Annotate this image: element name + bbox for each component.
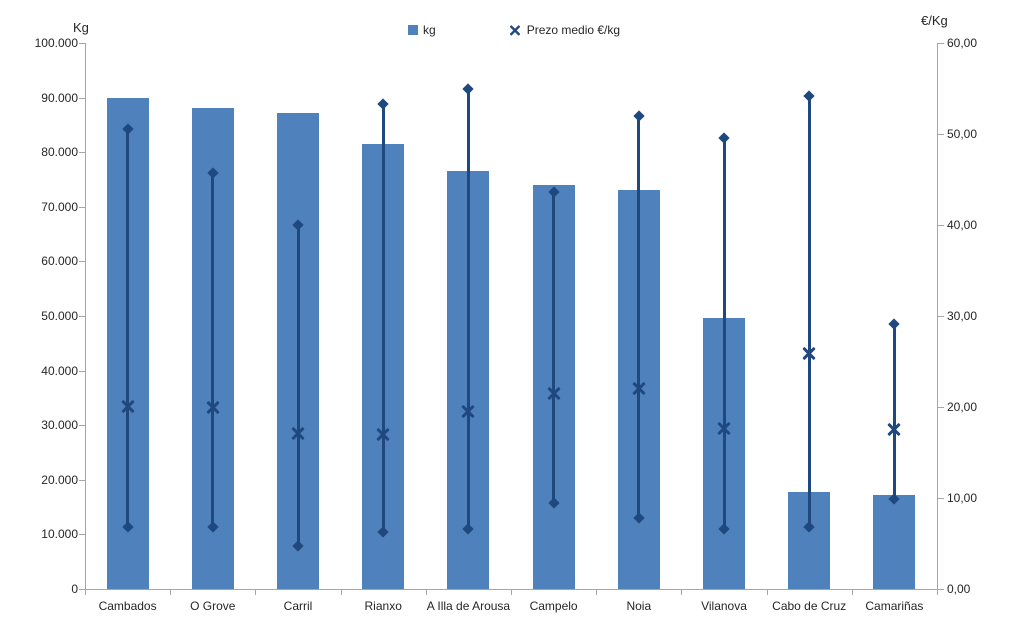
right-axis-tick-label: 10,00 [947,491,978,505]
right-axis-tick-label: 30,00 [947,309,978,323]
right-axis-title: €/Kg [921,13,948,28]
bar [873,495,916,589]
hilo-line [552,192,556,503]
hilo-line [211,173,215,528]
left-axis-tickmark [79,479,85,481]
left-axis-tick-label: 80.000 [41,145,78,160]
hilo-line [296,225,300,547]
right-axis-line [937,43,938,589]
category-label: Vilanova [701,599,747,613]
left-axis-tick-label: 50.000 [41,309,78,323]
right-axis-tickmark [938,43,944,44]
left-axis-tick-label: 60.000 [41,254,78,269]
left-axis-tickmark [79,316,85,317]
category-label: O Grove [190,599,236,613]
left-axis-tick-label: 70.000 [41,199,78,214]
left-axis-tickmark [79,97,85,99]
high-marker-icon [718,131,730,144]
left-axis-tick-label: 20.000 [41,472,78,487]
left-axis-tickmark [79,370,85,372]
x-marker-icon [887,423,901,437]
left-axis-tickmark [79,589,85,590]
left-axis-tick-label: 90.000 [41,90,78,105]
x-axis-tickmark [511,590,512,595]
x-axis-tickmark [766,590,768,595]
high-marker-icon [888,318,901,330]
high-marker-icon [377,98,389,110]
x-marker-icon [632,382,646,396]
category-label: Cambados [98,599,157,613]
hilo-line [637,115,641,519]
left-axis-tickmark [79,534,85,536]
category-label: A Illa de Arousa [426,599,511,613]
legend-label-kg: kg [423,23,436,37]
left-axis-tickmark [79,261,85,263]
right-axis-tickmark [938,589,944,590]
category-label: Rianxo [364,599,402,613]
high-marker-icon [462,83,475,96]
left-axis-tick-label: 40.000 [41,363,78,378]
right-axis-tickmark [938,225,944,226]
legend-label-prezo-medio: Prezo medio €/kg [526,23,621,37]
left-axis-tick-label: 100.000 [34,36,78,50]
left-axis-tick-label: 30.000 [41,418,78,433]
left-axis-tick-label: 10.000 [41,527,78,542]
hilo-line [807,95,811,528]
right-axis-tick-label: 0,00 [947,582,971,596]
category-label: Camariñas [865,599,924,613]
x-marker-icon [802,346,816,360]
right-axis-tickmark [938,498,944,499]
x-axis-tickmark [340,590,342,595]
x-marker-icon [717,422,731,436]
category-label: Carril [283,599,313,613]
x-axis-tickmark [425,590,427,595]
left-axis-title: Kg [73,20,89,35]
hilo-line [381,103,385,532]
left-axis-tickmark [79,206,85,208]
right-axis-tickmark [938,316,944,317]
high-marker-icon [803,90,815,102]
right-axis-tick-label: 60,00 [947,36,978,50]
left-axis-line [85,43,86,589]
right-axis-tick-label: 20,00 [947,400,978,414]
bar-series-swatch-icon [408,25,418,35]
right-axis-tickmark [938,407,944,408]
x-marker-icon [121,399,135,413]
left-axis-tickmark [79,425,85,427]
x-marker-icon [547,386,561,400]
category-label: Cabo de Cruz [772,599,847,613]
high-marker-icon [633,110,645,122]
category-label: Noia [626,599,652,613]
category-label: Campelo [529,599,578,613]
x-axis-tickmark [681,590,683,595]
right-axis-tick-label: 50,00 [947,127,978,141]
legend: kg Prezo medio €/kg [408,23,620,37]
x-axis-tickmark [255,590,257,595]
hilo-line [722,137,726,529]
x-marker-icon [291,426,305,440]
x-axis-tickmark [937,590,938,595]
x-axis-line [85,589,938,590]
x-marker-icon [376,427,390,441]
x-marker-icon [461,405,475,419]
x-axis-tickmark [85,590,86,595]
hilo-line [892,324,896,499]
legend-item-prezo-medio: Prezo medio €/kg [508,23,620,37]
x-axis-tickmark [851,590,853,595]
left-axis-tickmark [79,152,85,154]
x-marker-icon [206,400,220,414]
right-axis-tick-label: 40,00 [947,218,978,232]
left-axis-tickmark [79,43,85,44]
right-axis-tickmark [938,134,944,135]
hilo-line [466,89,470,529]
x-axis-tickmark [596,590,598,595]
x-axis-tickmark [170,590,172,595]
left-axis-tick-label: 0 [71,582,78,596]
hilo-line [126,129,130,528]
legend-item-kg: kg [408,23,436,37]
